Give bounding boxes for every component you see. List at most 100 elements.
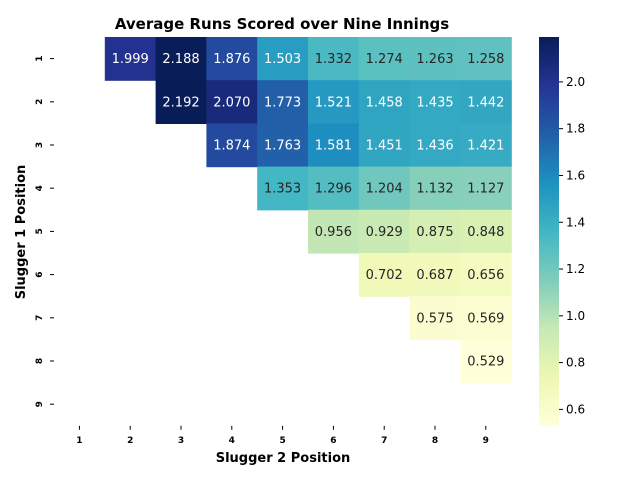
heatmap-cell <box>257 166 309 211</box>
y-tick-label: 2 <box>35 99 45 105</box>
heatmap-cell <box>308 123 360 168</box>
heatmap-cell <box>358 253 411 297</box>
y-tick-label: 7 <box>35 315 45 321</box>
cell-value-label: 1.874 <box>213 139 250 154</box>
y-axis-ticks: 1 2 3 4 5 6 7 8 9 <box>35 55 54 407</box>
x-tick-label: 1 <box>76 436 82 446</box>
cell-value-label: 1.876 <box>213 52 250 67</box>
heatmap-cells: 1.999 2.188 1.876 1.503 1.332 1.274 1.263 1.258… <box>104 37 512 384</box>
chart-title: Average Runs Scored over Nine Innings <box>115 15 449 33</box>
y-tick-label: 9 <box>35 401 45 407</box>
heatmap-cell <box>358 166 411 211</box>
cell-value-label: 1.258 <box>467 52 504 67</box>
x-tick-label: 4 <box>229 436 235 446</box>
heatmap-cell <box>155 37 207 81</box>
heatmap-cell <box>358 209 411 254</box>
cell-value-label: 1.521 <box>315 95 352 110</box>
y-tick-label: 3 <box>35 142 45 148</box>
x-tick-label: 8 <box>432 436 438 446</box>
colorbar-tick-label: 1.0 <box>566 309 585 323</box>
x-tick-label: 3 <box>178 436 184 446</box>
cell-value-label: 1.353 <box>264 182 301 197</box>
cell-value-label: 1.332 <box>315 52 352 67</box>
colorbar-tick-label: 2.0 <box>566 75 585 89</box>
heatmap-cell <box>257 80 309 124</box>
y-tick-label: 6 <box>35 271 45 277</box>
cell-value-label: 1.451 <box>366 139 403 154</box>
colorbar-tick-label: 0.6 <box>566 402 585 416</box>
heatmap-cell <box>308 37 360 81</box>
heatmap-cell <box>409 37 461 81</box>
x-tick-label: 2 <box>127 436 133 446</box>
colorbar-tick-label: 1.4 <box>566 215 585 229</box>
y-axis-label: Slugger 1 Position <box>14 165 29 300</box>
cell-value-label: 2.070 <box>213 95 250 110</box>
heatmap-cell <box>409 209 461 254</box>
cell-value-label: 1.458 <box>366 95 403 110</box>
heatmap-cell <box>409 80 461 124</box>
x-tick-label: 5 <box>279 436 285 446</box>
heatmap-cell <box>460 253 512 297</box>
heatmap-cell <box>257 37 309 81</box>
cell-value-label: 0.848 <box>467 225 504 240</box>
heatmap-cell <box>358 80 411 124</box>
cell-value-label: 1.296 <box>315 182 352 197</box>
cell-value-label: 1.127 <box>467 182 504 197</box>
heatmap-cell <box>409 166 461 211</box>
colorbar-tick-label: 1.2 <box>566 262 585 276</box>
colorbar-tick-label: 1.8 <box>566 122 585 136</box>
heatmap-cell <box>358 123 411 168</box>
colorbar-tick-label: 0.8 <box>566 356 585 370</box>
heatmap-cell <box>460 37 512 81</box>
cell-value-label: 2.188 <box>162 52 199 67</box>
x-tick-label: 9 <box>483 436 489 446</box>
cell-value-label: 1.503 <box>264 52 301 67</box>
cell-value-label: 1.132 <box>416 182 453 197</box>
heatmap-cell <box>409 296 461 340</box>
colorbar-ticks: 0.6 0.8 1.0 1.2 1.4 1.6 1.8 2.0 <box>559 75 585 416</box>
heatmap-cell <box>409 253 461 297</box>
x-tick-label: 6 <box>330 436 336 446</box>
heatmap-cell <box>206 37 258 81</box>
cell-value-label: 1.763 <box>264 139 301 154</box>
cell-value-label: 0.875 <box>416 225 453 240</box>
cell-value-label: 0.687 <box>416 268 453 283</box>
x-tick-label: 7 <box>381 436 387 446</box>
x-axis-label: Slugger 2 Position <box>216 451 351 466</box>
heatmap-cell <box>308 166 360 211</box>
cell-value-label: 1.442 <box>467 95 504 110</box>
y-tick-label: 4 <box>35 185 45 191</box>
heatmap-cell <box>460 339 512 384</box>
cell-value-label: 2.192 <box>162 95 199 110</box>
colorbar <box>539 37 559 426</box>
heatmap-cell <box>460 296 512 340</box>
cell-value-label: 1.581 <box>315 139 352 154</box>
cell-value-label: 0.575 <box>416 311 453 326</box>
heatmap-cell <box>206 80 258 124</box>
cell-value-label: 1.773 <box>264 95 301 110</box>
cell-value-label: 0.656 <box>467 268 504 283</box>
cell-value-label: 0.569 <box>467 311 504 326</box>
cell-value-label: 1.204 <box>366 182 403 197</box>
heatmap-cell <box>409 123 461 168</box>
cell-value-label: 0.929 <box>366 225 403 240</box>
heatmap-cell <box>257 123 309 168</box>
cell-value-label: 1.435 <box>416 95 453 110</box>
heatmap-cell <box>104 37 157 81</box>
x-axis-ticks: 1 2 3 4 5 6 7 8 9 <box>76 425 489 446</box>
y-tick-label: 1 <box>35 55 45 61</box>
cell-value-label: 1.421 <box>467 139 504 154</box>
heatmap-cell <box>460 123 512 168</box>
heatmap-cell <box>308 209 360 254</box>
heatmap-cell <box>460 209 512 254</box>
cell-value-label: 0.702 <box>366 268 403 283</box>
y-tick-label: 8 <box>35 358 45 364</box>
colorbar-tick-label: 1.6 <box>566 168 585 182</box>
cell-value-label: 1.263 <box>416 52 453 67</box>
cell-value-label: 1.274 <box>366 52 403 67</box>
heatmap-cell <box>358 37 411 81</box>
cell-value-label: 1.999 <box>112 52 149 67</box>
heatmap-cell <box>308 80 360 124</box>
y-tick-label: 5 <box>35 228 45 234</box>
